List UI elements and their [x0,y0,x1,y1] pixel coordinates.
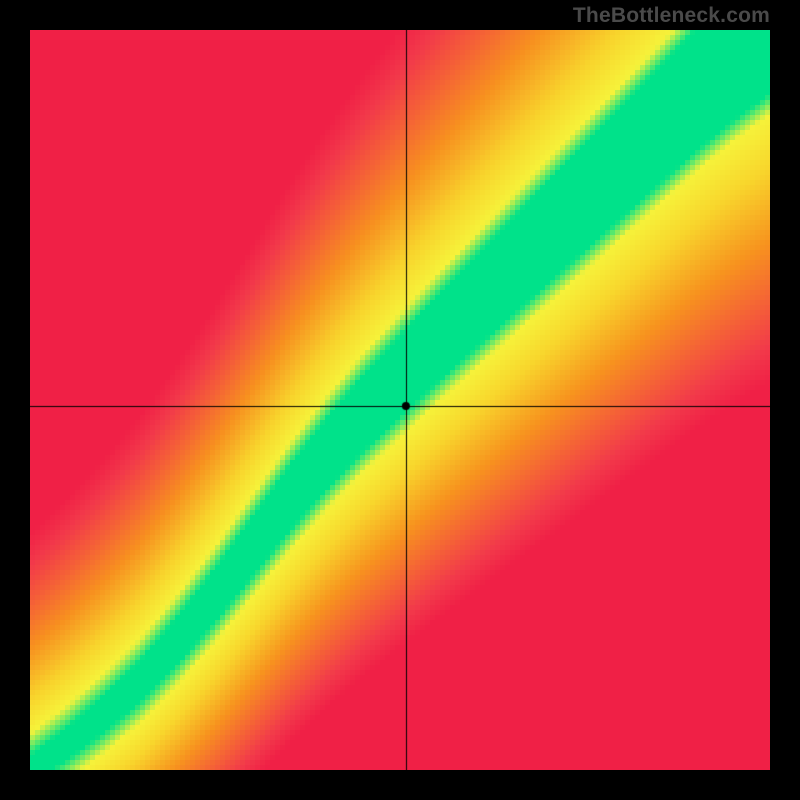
page-root: TheBottleneck.com [0,0,800,800]
heatmap-canvas [30,30,770,770]
watermark-text: TheBottleneck.com [573,4,770,28]
